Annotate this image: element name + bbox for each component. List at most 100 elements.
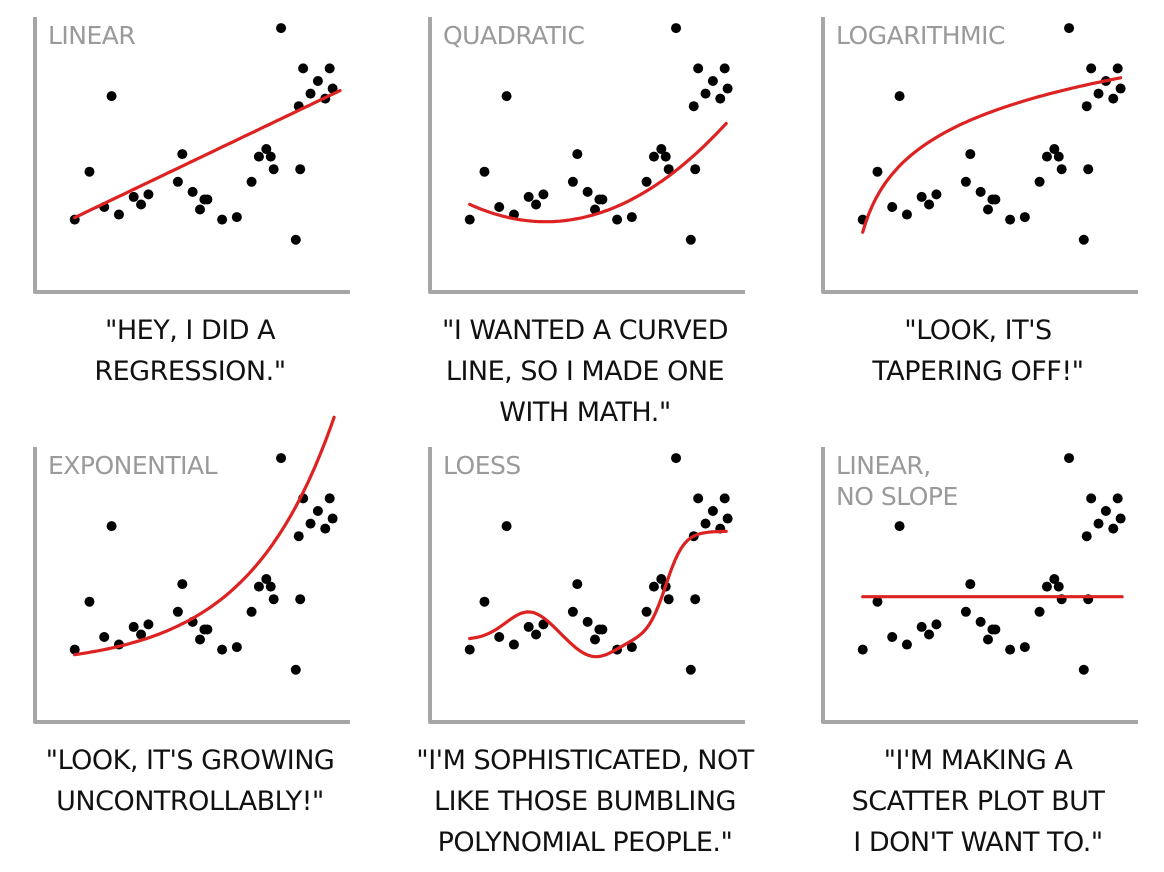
data-point bbox=[1019, 642, 1030, 653]
data-point bbox=[700, 518, 711, 529]
data-point bbox=[700, 88, 711, 99]
data-point bbox=[276, 453, 287, 464]
data-point bbox=[538, 189, 549, 200]
data-point bbox=[1005, 644, 1016, 655]
plot-linear bbox=[33, 17, 350, 294]
data-point bbox=[479, 596, 490, 607]
panel-title: LOESS bbox=[443, 451, 521, 480]
data-point bbox=[1064, 453, 1075, 464]
data-point bbox=[1053, 581, 1064, 592]
data-point bbox=[1056, 164, 1067, 175]
data-point bbox=[106, 91, 117, 102]
data-point bbox=[894, 521, 905, 532]
data-point bbox=[1108, 523, 1119, 534]
data-point bbox=[722, 513, 733, 524]
data-point bbox=[1064, 23, 1075, 34]
data-point bbox=[894, 91, 905, 102]
data-point bbox=[113, 209, 124, 220]
data-point bbox=[931, 189, 942, 200]
data-point bbox=[1078, 234, 1089, 245]
data-point bbox=[641, 606, 652, 617]
data-point bbox=[719, 493, 730, 504]
data-point bbox=[231, 642, 242, 653]
data-point bbox=[246, 176, 257, 187]
data-point bbox=[523, 621, 534, 632]
data-point bbox=[143, 619, 154, 630]
data-point bbox=[924, 629, 935, 640]
panel-title: LOGARITHMIC bbox=[836, 21, 1005, 50]
data-point bbox=[128, 191, 139, 202]
data-point bbox=[177, 579, 188, 590]
data-point bbox=[253, 151, 264, 162]
data-point bbox=[688, 101, 699, 112]
panel-caption: "HEY, I DID A REGRESSION." bbox=[94, 315, 286, 387]
data-point bbox=[1086, 493, 1097, 504]
data-point bbox=[965, 579, 976, 590]
data-point bbox=[523, 191, 534, 202]
data-point bbox=[479, 166, 490, 177]
data-point bbox=[690, 594, 701, 605]
fit-curve bbox=[73, 89, 342, 220]
data-point bbox=[960, 606, 971, 617]
data-point bbox=[1115, 513, 1126, 524]
data-point bbox=[990, 194, 1001, 205]
data-point bbox=[531, 629, 542, 640]
plot-loess bbox=[428, 447, 745, 724]
data-point bbox=[671, 453, 682, 464]
data-point bbox=[293, 531, 304, 542]
data-point bbox=[663, 164, 674, 175]
panel-caption: "I'M MAKING A SCATTER PLOT BUT I DON'T W… bbox=[851, 745, 1105, 858]
data-point bbox=[872, 166, 883, 177]
data-point bbox=[261, 574, 272, 585]
data-point bbox=[671, 23, 682, 34]
data-point bbox=[1112, 493, 1123, 504]
data-point bbox=[901, 209, 912, 220]
data-point bbox=[1005, 214, 1016, 225]
data-point bbox=[916, 191, 927, 202]
data-point bbox=[298, 63, 309, 74]
data-point bbox=[597, 194, 608, 205]
data-point bbox=[265, 581, 276, 592]
data-point bbox=[464, 644, 475, 655]
panel-quadratic: QUADRATIC "I WANTED A CURVED LINE, SO I … bbox=[425, 12, 745, 442]
data-point bbox=[1078, 664, 1089, 675]
data-point bbox=[195, 204, 205, 215]
data-point bbox=[1093, 518, 1104, 529]
data-point bbox=[508, 639, 519, 650]
data-point bbox=[648, 151, 659, 162]
data-point bbox=[538, 619, 549, 630]
data-point bbox=[656, 144, 667, 155]
data-point bbox=[1081, 531, 1092, 542]
panel-title: LINEAR bbox=[48, 21, 136, 50]
plot-linear-no-slope bbox=[821, 447, 1138, 724]
data-point bbox=[295, 164, 306, 175]
plot-logarithmic bbox=[821, 17, 1138, 294]
fit-curve bbox=[73, 415, 336, 657]
data-point bbox=[202, 194, 213, 205]
data-point bbox=[246, 606, 257, 617]
data-point bbox=[290, 234, 301, 245]
axis-lines bbox=[428, 17, 745, 294]
data-point bbox=[217, 644, 228, 655]
data-point bbox=[128, 621, 139, 632]
data-point bbox=[572, 149, 583, 160]
axis-lines bbox=[821, 447, 1138, 724]
data-point bbox=[202, 624, 213, 635]
data-point bbox=[582, 186, 593, 197]
data-point bbox=[901, 639, 912, 650]
data-point bbox=[1041, 151, 1052, 162]
data-point bbox=[715, 93, 726, 104]
axis-lines bbox=[33, 447, 350, 724]
data-point bbox=[312, 506, 323, 516]
data-point bbox=[99, 632, 110, 642]
data-point bbox=[172, 176, 183, 187]
data-point bbox=[1112, 63, 1123, 74]
panel-caption: "I'M SOPHISTICATED, NOT LIKE THOSE BUMBL… bbox=[416, 745, 754, 858]
data-point bbox=[136, 199, 147, 210]
data-point bbox=[597, 624, 608, 635]
data-point bbox=[327, 83, 338, 94]
data-point bbox=[84, 596, 95, 607]
plot-exponential bbox=[33, 415, 350, 724]
data-point bbox=[1053, 151, 1064, 162]
axis-lines bbox=[428, 447, 745, 724]
